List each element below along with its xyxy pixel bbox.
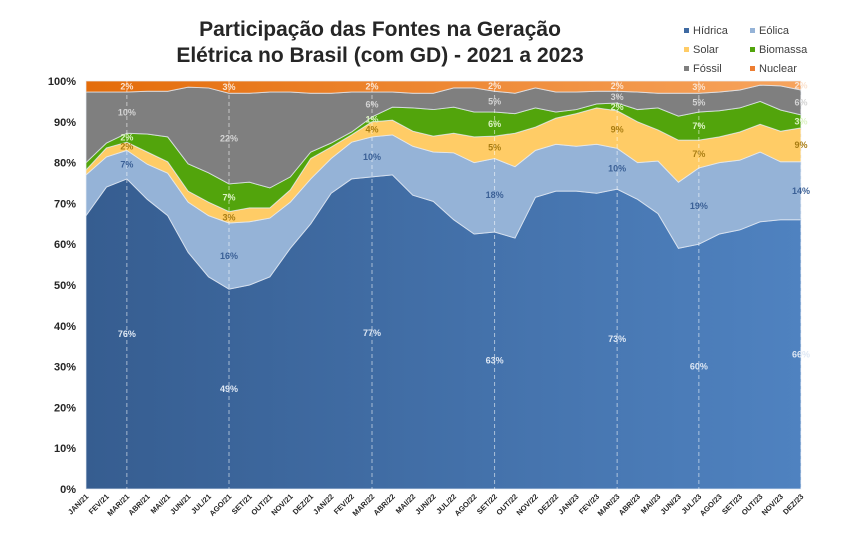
data-label-nuclear: 3% [222, 82, 235, 92]
data-label-nuclear: 2% [120, 82, 133, 92]
data-label-hidrica: 63% [486, 355, 504, 365]
x-tick-label: NOV/22 [515, 492, 540, 517]
data-label-fossil: 3% [611, 92, 624, 102]
x-tick-label: DEZ/22 [536, 492, 560, 516]
data-label-eolica: 10% [363, 152, 381, 162]
y-tick-label: 80% [54, 158, 76, 170]
data-label-solar: 7% [692, 149, 705, 159]
x-tick-label: MAR/21 [105, 492, 131, 518]
y-tick-label: 60% [54, 239, 76, 251]
y-tick-label: 40% [54, 321, 76, 333]
data-label-hidrica: 73% [608, 334, 626, 344]
x-tick-label: NOV/23 [760, 492, 785, 517]
data-label-fossil: 6% [365, 99, 378, 109]
data-label-fossil: 10% [118, 108, 136, 118]
data-label-nuclear: 2% [611, 81, 624, 91]
data-label-fossil: 5% [488, 97, 501, 107]
data-label-biomassa: 6% [488, 119, 501, 129]
x-tick-label: ABR/22 [372, 492, 397, 517]
label-guides [126, 81, 802, 489]
data-label-fossil: 6% [794, 97, 807, 107]
data-label-biomassa: 2% [120, 133, 133, 143]
chart-title-line-2: Elétrica no Brasil (com GD) - 2021 a 202… [176, 44, 583, 67]
legend-swatch-hidrica [684, 28, 689, 33]
legend-swatch-biomassa [750, 47, 755, 52]
data-label-solar: 4% [365, 124, 378, 134]
x-tick-label: ABR/23 [617, 492, 642, 517]
legend-label-hidrica: Hídrica [693, 25, 729, 37]
y-tick-label: 30% [54, 362, 76, 374]
data-label-solar: 5% [488, 142, 501, 152]
legend-swatch-nuclear [750, 66, 755, 71]
legend-label-biomassa: Biomassa [759, 44, 808, 56]
data-label-biomassa: 2% [611, 102, 624, 112]
data-labels: 76%7%2%2%10%2%49%16%3%7%22%3%77%10%4%1%6… [118, 80, 810, 394]
y-tick-label: 0% [60, 484, 76, 496]
x-tick-label: AGO/23 [698, 492, 724, 518]
data-label-solar: 3% [222, 212, 235, 222]
legend: Hídrica Eólica Solar Biomassa Fóssil Nuclear [684, 25, 808, 75]
y-tick-label: 90% [54, 117, 76, 129]
data-label-nuclear: 2% [365, 82, 378, 92]
x-axis: JAN/21FEV/21MAR/21ABR/21MAI/21JUN/21JUL/… [66, 492, 805, 518]
data-label-nuclear: 3% [692, 82, 705, 92]
x-tick-label: NOV/21 [269, 492, 294, 517]
y-tick-label: 20% [54, 402, 76, 414]
data-label-solar: 2% [120, 141, 133, 151]
legend-swatch-fossil [684, 66, 689, 71]
x-tick-label: JUN/21 [168, 492, 192, 516]
data-label-biomassa: 7% [692, 121, 705, 131]
data-label-hidrica: 60% [690, 362, 708, 372]
chart-title-line-1: Participação das Fontes na Geração [199, 18, 561, 41]
y-tick-label: 50% [54, 280, 76, 292]
x-tick-label: MAI/22 [394, 492, 417, 515]
x-tick-label: MAI/21 [149, 492, 172, 515]
plot-area [85, 80, 802, 490]
data-label-eolica: 14% [792, 186, 810, 196]
legend-swatch-eolica [750, 28, 755, 33]
data-label-hidrica: 76% [118, 329, 136, 339]
x-tick-label: AGO/21 [208, 492, 234, 518]
legend-label-eolica: Eólica [759, 25, 790, 37]
data-label-eolica: 19% [690, 201, 708, 211]
data-label-solar: 9% [611, 125, 624, 135]
legend-label-nuclear: Nuclear [759, 63, 797, 75]
x-tick-label: AGO/22 [453, 492, 479, 518]
data-label-fossil: 22% [220, 134, 238, 144]
data-label-biomassa: 3% [794, 116, 807, 126]
x-tick-label: MAR/23 [596, 492, 622, 518]
x-tick-label: JUN/23 [658, 492, 682, 516]
data-label-eolica: 16% [220, 251, 238, 261]
data-label-hidrica: 66% [792, 349, 810, 359]
y-axis: 0% 10% 20% 30% 40% 50% 60% 70% 80% 90% 100% [48, 76, 76, 496]
data-label-eolica: 10% [608, 164, 626, 174]
data-label-eolica: 7% [120, 160, 133, 170]
x-tick-label: DEZ/23 [781, 492, 805, 516]
x-tick-label: JAN/22 [311, 492, 335, 516]
x-tick-label: JUN/22 [413, 492, 437, 516]
x-tick-label: DEZ/21 [291, 492, 315, 516]
data-label-nuclear: 2% [794, 80, 807, 90]
data-label-hidrica: 77% [363, 328, 381, 338]
legend-label-fossil: Fóssil [693, 63, 722, 75]
data-label-eolica: 18% [486, 190, 504, 200]
legend-swatch-solar [684, 47, 689, 52]
data-label-hidrica: 49% [220, 384, 238, 394]
data-label-fossil: 5% [692, 98, 705, 108]
data-label-nuclear: 2% [488, 81, 501, 91]
y-tick-label: 100% [48, 76, 76, 88]
y-tick-label: 10% [54, 443, 76, 455]
data-label-solar: 9% [794, 140, 807, 150]
x-tick-label: ABR/21 [126, 492, 151, 517]
x-tick-label: JAN/23 [556, 492, 580, 516]
legend-label-solar: Solar [693, 44, 719, 56]
y-tick-label: 70% [54, 198, 76, 210]
x-tick-label: MAI/23 [639, 492, 662, 515]
x-tick-label: MAR/22 [351, 492, 377, 518]
data-label-biomassa: 7% [222, 193, 235, 203]
data-label-biomassa: 1% [365, 114, 378, 124]
